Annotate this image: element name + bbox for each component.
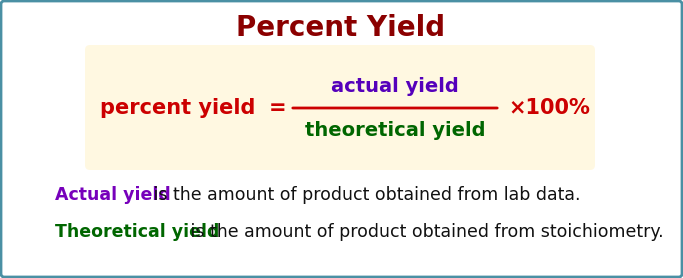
Text: Theoretical yield: Theoretical yield bbox=[55, 223, 219, 241]
FancyBboxPatch shape bbox=[85, 45, 595, 170]
Text: Percent Yield: Percent Yield bbox=[236, 14, 445, 42]
Text: Actual yield: Actual yield bbox=[55, 186, 171, 204]
Text: theoretical yield: theoretical yield bbox=[305, 120, 485, 140]
Text: is the amount of product obtained from lab data.: is the amount of product obtained from l… bbox=[148, 186, 581, 204]
Text: is the amount of product obtained from stoichiometry.: is the amount of product obtained from s… bbox=[185, 223, 664, 241]
Text: percent yield: percent yield bbox=[100, 98, 255, 118]
Text: actual yield: actual yield bbox=[331, 76, 459, 96]
Text: ×100%: ×100% bbox=[508, 98, 590, 118]
Text: =: = bbox=[269, 98, 287, 118]
